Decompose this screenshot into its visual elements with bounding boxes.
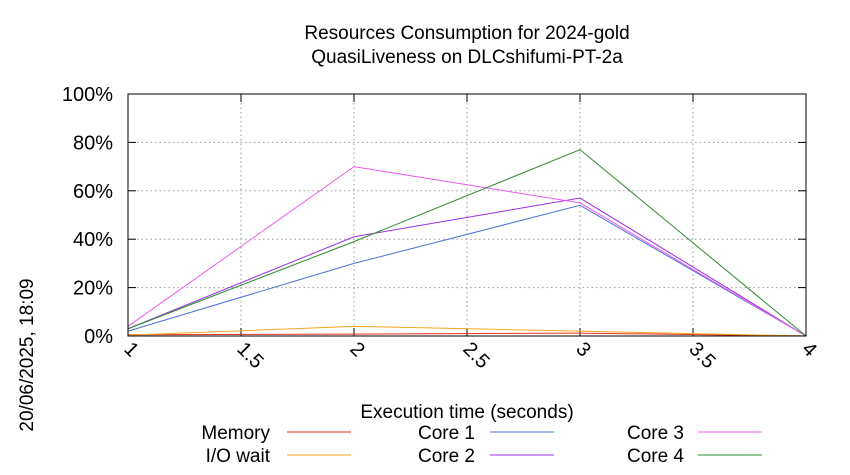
legend-label-core-4: Core 4 bbox=[627, 446, 684, 467]
x-tick-label: 4 bbox=[797, 338, 820, 361]
chart-subtitle: QuasiLiveness on DLCshifumi-PT-2a bbox=[311, 47, 623, 68]
series-line-core-4 bbox=[127, 149, 807, 337]
legend-label-core-3: Core 3 bbox=[627, 423, 684, 444]
x-tick-labels: 1 1.5 2 2.5 3 3.5 4 bbox=[119, 338, 820, 373]
x-tick-label: 1.5 bbox=[232, 338, 267, 373]
legend-label-core-2: Core 2 bbox=[418, 446, 475, 467]
legend-label-core-1: Core 1 bbox=[418, 423, 475, 444]
x-axis-label: Execution time (seconds) bbox=[360, 402, 573, 423]
grid-lines bbox=[127, 93, 807, 337]
plot-frame bbox=[127, 93, 807, 337]
series-lines bbox=[127, 149, 807, 337]
y-tick-label: 100% bbox=[62, 84, 113, 106]
x-tick-label: 3 bbox=[571, 338, 594, 361]
y-tick-label: 20% bbox=[73, 278, 113, 300]
y-tick-label: 0% bbox=[84, 326, 113, 348]
series-line-memory bbox=[127, 332, 807, 337]
chart-title: Resources Consumption for 2024-gold bbox=[304, 23, 629, 44]
series-line-core-3 bbox=[127, 166, 807, 337]
timestamp: 20/06/2025, 18:09 bbox=[17, 278, 38, 431]
x-tick-label: 3.5 bbox=[684, 338, 719, 373]
legend-label-memory: Memory bbox=[201, 423, 270, 444]
y-tick-label: 60% bbox=[73, 181, 113, 203]
legend-label-i-o-wait: I/O wait bbox=[206, 446, 271, 467]
series-line-i-o-wait bbox=[127, 325, 807, 337]
y-tick-label: 40% bbox=[73, 229, 113, 251]
y-tick-labels: 0% 20% 40% 60% 80% 100% bbox=[62, 84, 113, 348]
x-tick-label: 2.5 bbox=[458, 338, 493, 373]
y-tick-label: 80% bbox=[73, 132, 113, 154]
series-line-core-2 bbox=[127, 197, 807, 337]
series-line-core-1 bbox=[127, 204, 807, 337]
x-tick-label: 1 bbox=[119, 338, 142, 361]
x-tick-label: 2 bbox=[345, 338, 368, 361]
